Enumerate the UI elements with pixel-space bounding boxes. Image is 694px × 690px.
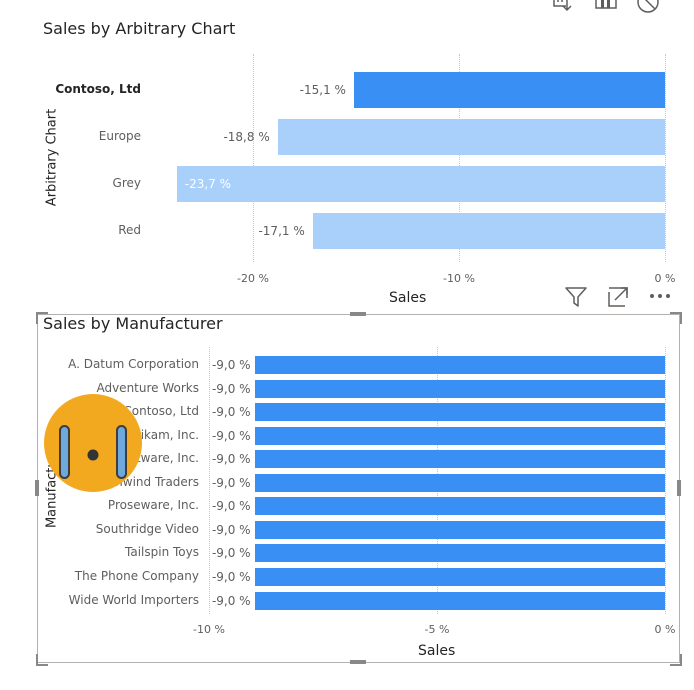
chart1-bar	[312, 213, 665, 249]
chart2-category-label: Wide World Importers	[68, 592, 199, 607]
chart2-bar	[254, 450, 665, 469]
crying-face-icon	[43, 393, 143, 493]
chart2-category-label: Proseware, Inc.	[107, 498, 199, 513]
chart2-category-label: The Phone Company	[74, 568, 199, 583]
chart2-data-label: -9,0 %	[211, 522, 251, 537]
chart1-x-axis-title: Sales	[389, 290, 427, 306]
chart2-data-label: -9,0 %	[211, 405, 251, 420]
filter-icon[interactable]	[564, 286, 588, 308]
chart2-gridline	[665, 347, 666, 614]
drill-icon[interactable]	[552, 0, 576, 14]
chart1-data-label: -23,7 %	[184, 177, 232, 191]
chart2-gridline	[209, 347, 210, 614]
chart1-data-label: -17,1 %	[258, 224, 305, 238]
chart1-bar	[176, 166, 665, 202]
chart2-category-label: Litware, Inc.	[125, 451, 199, 466]
resize-handle-right[interactable]	[677, 480, 681, 496]
chart2-bar	[254, 426, 665, 445]
chart2-data-label: -9,0 %	[211, 546, 251, 561]
chart1-category-label: Red	[118, 223, 141, 237]
chart1-tick-label: -10 %	[443, 272, 475, 285]
chart2-data-label: -9,0 %	[211, 358, 251, 372]
chart2-bar	[254, 473, 665, 492]
chart2-data-label: -9,0 %	[211, 428, 251, 443]
resize-handle-bottom-left[interactable]	[36, 654, 48, 666]
chart1-category-label: Grey	[112, 176, 141, 190]
chart2-tick-label: 0 %	[654, 623, 676, 636]
chart1-title: Sales by Arbitrary Chart	[43, 19, 236, 38]
chart1-bar	[277, 119, 665, 155]
chart2-data-label: -9,0 %	[211, 499, 251, 514]
chart2-bar	[254, 379, 665, 398]
chart2-data-label: -9,0 %	[211, 381, 251, 396]
chart2-x-axis-title: Sales	[418, 643, 456, 659]
more-options-icon[interactable]	[648, 288, 674, 302]
chart2-tick-label: -5 %	[424, 623, 450, 636]
chart1-category-label: Contoso, Ltd	[55, 82, 141, 96]
chart2-data-label: -9,0 %	[211, 475, 251, 490]
chart2-tick-label: -10 %	[193, 623, 225, 636]
chart2-bar	[254, 403, 665, 422]
chart2-data-label: -9,0 %	[211, 593, 251, 608]
chart1-tick-label: 0 %	[654, 272, 676, 285]
chart2-title: Sales by Manufacturer	[43, 314, 223, 333]
chart1-gridline	[665, 54, 666, 262]
chart2-data-label: -9,0 %	[211, 452, 251, 467]
chart2-bar	[254, 520, 665, 539]
chart2-category-label: Southridge Video	[95, 521, 199, 536]
chart1-bar	[353, 72, 665, 108]
resize-handle-top-left[interactable]	[36, 312, 48, 324]
chart1-category-label: Europe	[98, 129, 141, 143]
chart1-data-label: -15,1 %	[299, 83, 346, 97]
resize-handle-top-right[interactable]	[670, 312, 682, 324]
resize-handle-bottom-right[interactable]	[670, 654, 682, 666]
resize-handle-bottom[interactable]	[350, 660, 366, 664]
chart2-data-label: -9,0 %	[211, 569, 251, 584]
chart2-bar	[254, 356, 665, 374]
chart2-bar	[254, 567, 665, 586]
focus-mode-icon[interactable]	[607, 286, 631, 308]
chart2-bar	[254, 497, 665, 516]
resize-handle-top[interactable]	[350, 312, 366, 316]
chart1-plot: -20 % -10 % 0 % Contoso, Ltd -15,1 % Europe -1…	[0, 0, 694, 300]
prohibit-icon[interactable]	[636, 0, 660, 16]
chart2-category-label: Contoso, Ltd	[123, 404, 199, 419]
chart2-category-label: Adventure Works	[96, 380, 199, 395]
chart1-tick-label: -20 %	[237, 272, 269, 285]
chart2-category-label: A. Datum Corporation	[68, 357, 199, 371]
bar-chart-icon[interactable]	[594, 0, 618, 14]
chart1-gridline	[253, 54, 254, 262]
chart1-gridline	[459, 54, 460, 262]
resize-handle-left[interactable]	[35, 480, 39, 496]
chart2-category-label: Tailspin Toys	[125, 545, 199, 560]
chart2-bar	[254, 591, 665, 610]
chart2-bar	[254, 544, 665, 563]
chart1-data-label: -18,8 %	[223, 130, 270, 144]
